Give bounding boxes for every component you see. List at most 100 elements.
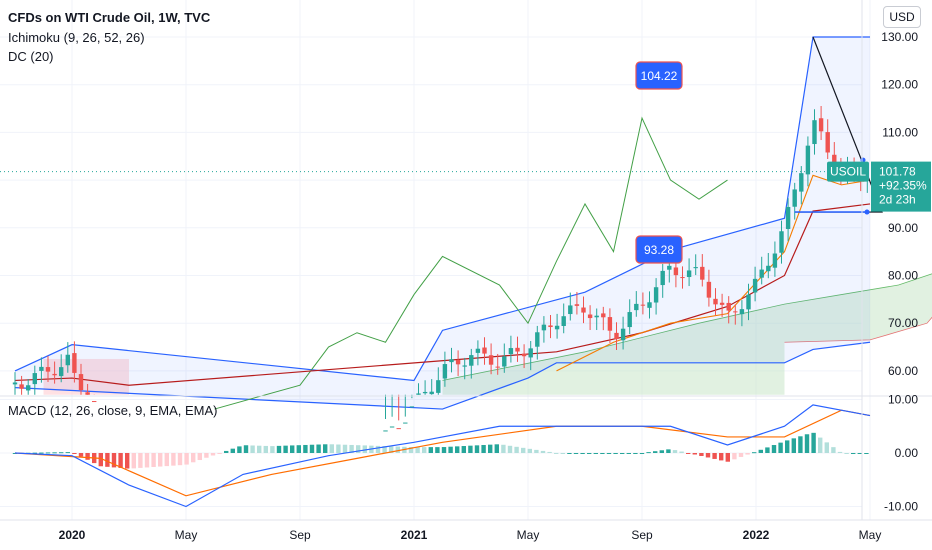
histogram-bar xyxy=(580,453,585,454)
histogram-bar xyxy=(778,442,783,453)
candle-body xyxy=(92,401,97,403)
time-tick-label: Sep xyxy=(631,528,653,542)
drawings[interactable]: 104.22 93.28 xyxy=(0,36,883,264)
candle-body xyxy=(772,253,778,268)
donchian-legend[interactable]: DC (20) xyxy=(8,49,54,64)
histogram-bar xyxy=(461,446,466,453)
candle-body xyxy=(554,325,560,330)
candle-body xyxy=(502,356,507,367)
histogram-bar xyxy=(626,453,631,454)
candle-body xyxy=(39,366,44,371)
histogram-bar xyxy=(276,445,282,453)
histogram-bar xyxy=(791,438,796,453)
histogram-bar xyxy=(59,452,64,454)
histogram-bar xyxy=(488,444,493,453)
candle-body xyxy=(442,364,448,379)
time-tick-label: 2021 xyxy=(401,528,428,542)
histogram-bar xyxy=(692,453,697,455)
histogram-bar xyxy=(633,453,638,454)
histogram-bar xyxy=(725,453,730,462)
histogram-bar xyxy=(349,444,354,453)
histogram-bar xyxy=(494,444,499,453)
grid xyxy=(0,0,871,520)
candle-body xyxy=(752,278,758,293)
candle-body xyxy=(667,265,672,270)
symbol-tag xyxy=(827,161,869,182)
histogram-bar xyxy=(131,453,136,469)
candle-body xyxy=(686,270,692,278)
candle-body xyxy=(700,266,705,280)
histogram-bar xyxy=(85,453,90,460)
histogram-bar xyxy=(745,453,750,455)
histogram-bar xyxy=(600,453,605,454)
candle-body xyxy=(45,367,51,372)
candle-body xyxy=(19,384,24,389)
histogram-bar xyxy=(844,453,849,454)
histogram-bar xyxy=(474,445,480,453)
candle-body xyxy=(462,365,467,367)
candle-body xyxy=(469,355,474,366)
histogram-bar xyxy=(342,444,348,453)
currency-button[interactable]: USD xyxy=(883,6,921,28)
candle-body xyxy=(449,359,454,363)
histogram-bar xyxy=(375,445,381,453)
histogram-bar xyxy=(263,445,268,453)
histogram-bar xyxy=(323,444,328,453)
histogram-bar xyxy=(336,444,341,453)
candle-body xyxy=(766,265,771,272)
histogram-bar xyxy=(646,452,651,454)
price-tick-label: 110.00 xyxy=(882,125,918,139)
chart-title[interactable]: CFDs on WTI Crude Oil, 1W, TVC xyxy=(8,10,211,25)
candle-body xyxy=(482,347,487,354)
price-tags: USOIL 101.78+92.35%2d 23h xyxy=(827,161,931,212)
histogram-bar xyxy=(65,452,70,454)
candle-body xyxy=(561,316,566,326)
candle-body xyxy=(733,311,738,313)
candle-body xyxy=(726,302,731,311)
candle-body xyxy=(739,309,745,315)
histogram-bar xyxy=(785,440,790,453)
histogram-bar xyxy=(98,453,103,467)
candle-body xyxy=(693,267,698,269)
candle-body xyxy=(601,313,606,318)
histogram-bar xyxy=(125,453,130,469)
histogram-bar xyxy=(699,453,704,456)
histogram-bar xyxy=(329,444,334,453)
candle-body xyxy=(634,303,639,311)
histogram-bar xyxy=(686,453,691,454)
histogram-bar xyxy=(250,445,255,453)
histogram-bar xyxy=(309,444,315,453)
histogram-bar xyxy=(811,432,816,453)
histogram-bar xyxy=(639,453,645,454)
histogram-bar xyxy=(620,453,625,454)
histogram-bar xyxy=(356,445,361,453)
histogram-bar xyxy=(653,451,658,453)
histogram-bar xyxy=(303,444,308,453)
candle-body xyxy=(396,428,401,430)
cloud-area xyxy=(442,273,932,395)
candle-body xyxy=(614,332,619,340)
candle-body xyxy=(706,281,712,298)
histogram-bar xyxy=(824,442,829,453)
candle-body xyxy=(660,270,665,286)
histogram-bar xyxy=(481,444,486,453)
ichimoku-legend[interactable]: Ichimoku (9, 26, 52, 26) xyxy=(8,30,145,45)
histogram-bar xyxy=(270,446,275,453)
histogram-bar xyxy=(837,451,843,453)
histogram-bar xyxy=(534,449,539,453)
histogram-bar xyxy=(501,444,506,453)
histogram-bar xyxy=(567,453,572,454)
histogram-bar xyxy=(540,450,546,453)
histogram-bar xyxy=(435,447,440,453)
macd-legend[interactable]: MACD (12, 26, close, 9, EMA, EMA) xyxy=(8,403,218,418)
histogram-bar xyxy=(818,437,823,453)
candle-body xyxy=(607,317,613,331)
candle-body xyxy=(568,305,573,315)
senkou-b xyxy=(784,316,932,343)
candle-body xyxy=(528,348,533,358)
annotation-label: 93.28 xyxy=(644,243,674,257)
histogram-bar xyxy=(243,445,249,453)
candle-body xyxy=(581,307,586,313)
histogram-bar xyxy=(257,445,262,453)
